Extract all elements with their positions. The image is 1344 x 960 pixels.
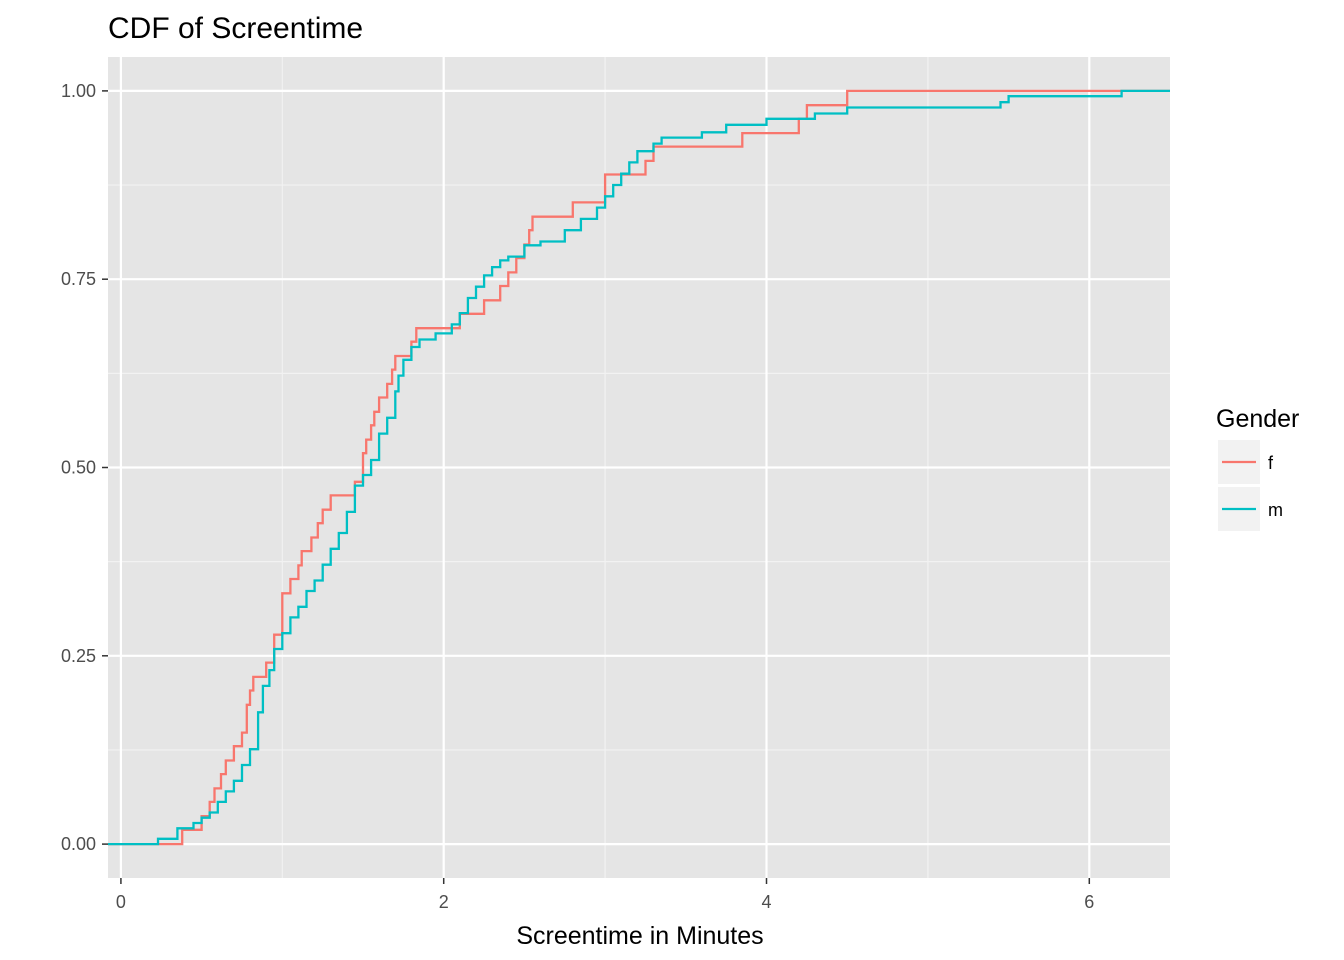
chart-title: CDF of Screentime (108, 12, 363, 45)
y-tick-label: 0.50 (61, 458, 96, 478)
x-tick-label: 6 (1084, 892, 1094, 912)
legend: Gender fm (1216, 405, 1299, 531)
series-line-m (108, 89, 1170, 846)
y-tick-label: 0.25 (61, 646, 96, 666)
x-tick-label: 2 (439, 892, 449, 912)
x-axis-title: Screentime in Minutes (516, 922, 763, 950)
x-tick-label: 4 (761, 892, 771, 912)
axes: 0 2 4 6 0.00 0.25 0.50 0.75 1.00 (61, 81, 1094, 912)
legend-title: Gender (1216, 405, 1299, 433)
x-tick-label: 0 (116, 892, 126, 912)
legend-label-f: f (1268, 453, 1274, 473)
legend-label-m: m (1268, 500, 1283, 520)
y-tick-label: 0.00 (61, 834, 96, 854)
series-line-f (108, 89, 1170, 846)
series-lines (108, 89, 1170, 846)
y-tick-label: 1.00 (61, 81, 96, 101)
legend-items: fm (1218, 440, 1283, 531)
major-gridlines (108, 57, 1170, 878)
y-tick-label: 0.75 (61, 269, 96, 289)
